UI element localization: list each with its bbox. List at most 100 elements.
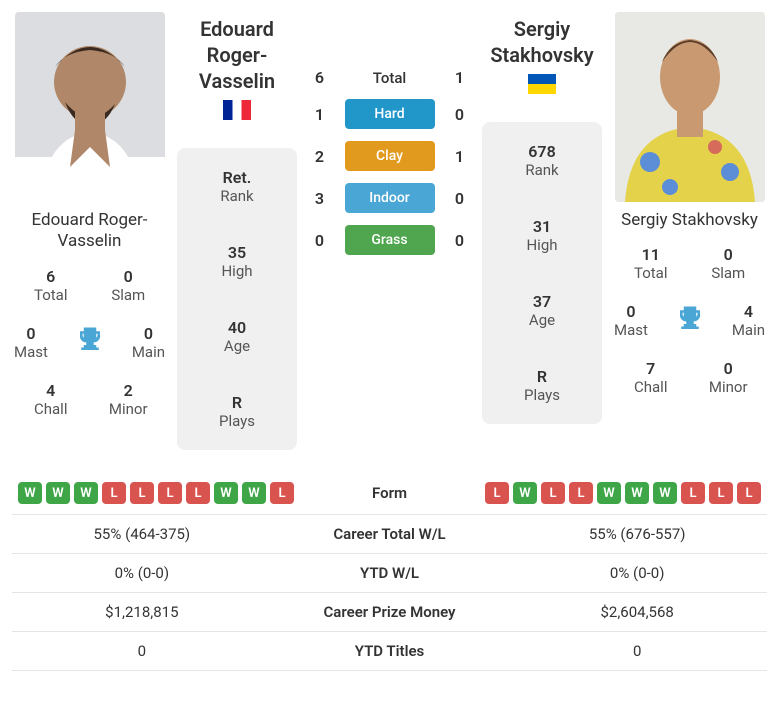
p2-career-wl: 55% (676-557) <box>513 525 761 543</box>
france-flag-icon <box>223 100 251 120</box>
p2-rank: 678Rank <box>482 142 602 179</box>
p1-card: Edouard Roger-Vasselin 6Total 0Slam 0Mas… <box>12 12 167 450</box>
p2-high: 31High <box>482 217 602 254</box>
row-ytd-titles: 0 YTD Titles 0 <box>12 632 767 671</box>
p1-ytd-titles: 0 <box>18 642 266 660</box>
p2-ytd-titles: 0 <box>513 642 761 660</box>
p1-slam: 0Slam <box>90 267 168 304</box>
p2-minor: 0Minor <box>690 359 768 396</box>
h2h-total-p2: 1 <box>447 68 472 87</box>
p1-age: 40Age <box>177 318 297 355</box>
h2h-grass-p1: 0 <box>307 231 332 250</box>
p1-ytd-wl: 0% (0-0) <box>18 564 266 582</box>
p2-card: Sergiy Stakhovsky 11Total 0Slam 0Mast 4M… <box>612 12 767 450</box>
p1-main: 0Main <box>132 324 165 361</box>
h2h-clay: 2 Clay 1 <box>307 141 472 171</box>
row-form: WWWLLLLWWL Form LWLLWWWLLL <box>12 472 767 515</box>
h2h-hard: 1 Hard 0 <box>307 99 472 129</box>
form-chip[interactable]: W <box>46 482 70 504</box>
h2h-clay-p2: 1 <box>447 147 472 166</box>
form-chip[interactable]: W <box>18 482 42 504</box>
h2h-indoor: 3 Indoor 0 <box>307 183 472 213</box>
row-career-wl: 55% (464-375) Career Total W/L 55% (676-… <box>12 515 767 554</box>
form-chip[interactable]: L <box>270 482 294 504</box>
form-chip[interactable]: L <box>130 482 154 504</box>
p1-minor: 2Minor <box>90 381 168 418</box>
p1-name-big[interactable]: Edouard Roger-Vasselin <box>177 16 297 94</box>
h2h-total-p1: 6 <box>307 68 332 87</box>
label-ytd-titles: YTD Titles <box>266 642 514 660</box>
p2-name[interactable]: Sergiy Stakhovsky <box>621 210 758 231</box>
p1-career-wl: 55% (464-375) <box>18 525 266 543</box>
h2h-clay-label[interactable]: Clay <box>345 141 435 171</box>
trophy-icon <box>675 304 705 338</box>
form-chip[interactable]: L <box>681 482 705 504</box>
label-prize: Career Prize Money <box>266 603 514 621</box>
p2-main: 4Main <box>732 302 765 339</box>
h2h-grass-p2: 0 <box>447 231 472 250</box>
p1-total: 6Total <box>12 267 90 304</box>
form-chip[interactable]: L <box>709 482 733 504</box>
form-chip[interactable]: W <box>513 482 537 504</box>
p1-plays: RPlays <box>177 393 297 430</box>
form-chip[interactable]: L <box>541 482 565 504</box>
p2-chall: 7Chall <box>612 359 690 396</box>
h2h-hard-label[interactable]: Hard <box>345 99 435 129</box>
p2-meta-card: 678Rank 31High 37Age RPlays <box>482 122 602 424</box>
form-chip[interactable]: W <box>74 482 98 504</box>
p2-meta: Sergiy Stakhovsky 678Rank 31High 37Age R… <box>482 12 602 450</box>
form-chip[interactable]: L <box>186 482 210 504</box>
h2h-grass: 0 Grass 0 <box>307 225 472 255</box>
p1-rank: Ret.Rank <box>177 168 297 205</box>
form-chip[interactable]: W <box>597 482 621 504</box>
bottom-table: WWWLLLLWWL Form LWLLWWWLLL 55% (464-375)… <box>12 472 767 671</box>
h2h-indoor-p1: 3 <box>307 189 332 208</box>
form-chip[interactable]: L <box>737 482 761 504</box>
p2-prize: $2,604,568 <box>513 603 761 621</box>
p1-meta-card: Ret.Rank 35High 40Age RPlays <box>177 148 297 450</box>
h2h-hard-p1: 1 <box>307 105 332 124</box>
h2h-hard-p2: 0 <box>447 105 472 124</box>
form-chip[interactable]: W <box>653 482 677 504</box>
label-form: Form <box>294 484 485 502</box>
p2-name-big[interactable]: Sergiy Stakhovsky <box>482 16 602 68</box>
p1-high: 35High <box>177 243 297 280</box>
p1-titles-row-2: 0Mast 0Main <box>12 324 167 361</box>
p2-slam: 0Slam <box>690 245 768 282</box>
row-prize: $1,218,815 Career Prize Money $2,604,568 <box>12 593 767 632</box>
top-section: Edouard Roger-Vasselin 6Total 0Slam 0Mas… <box>12 12 767 450</box>
form-chip[interactable]: W <box>242 482 266 504</box>
p1-name[interactable]: Edouard Roger-Vasselin <box>12 210 167 253</box>
form-chip[interactable]: L <box>158 482 182 504</box>
label-ytd-wl: YTD W/L <box>266 564 514 582</box>
h2h-total: 6 Total 1 <box>307 68 472 87</box>
form-chip[interactable]: L <box>102 482 126 504</box>
form-chip[interactable]: W <box>214 482 238 504</box>
p2-mast: 0Mast <box>614 302 648 339</box>
trophy-icon <box>75 325 105 359</box>
p2-age: 37Age <box>482 292 602 329</box>
ukraine-flag-icon <box>528 74 556 94</box>
form-chip[interactable]: L <box>569 482 593 504</box>
p2-form: LWLLWWWLLL <box>485 482 761 504</box>
p2-total: 11Total <box>612 245 690 282</box>
p1-prize: $1,218,815 <box>18 603 266 621</box>
form-chip[interactable]: L <box>485 482 509 504</box>
p2-plays: RPlays <box>482 367 602 404</box>
p1-form: WWWLLLLWWL <box>18 482 294 504</box>
h2h-center: 6 Total 1 1 Hard 0 2 Clay 1 3 Indoor 0 0… <box>307 12 472 450</box>
h2h-indoor-label[interactable]: Indoor <box>345 183 435 213</box>
h2h-total-label: Total <box>345 69 435 87</box>
h2h-clay-p1: 2 <box>307 147 332 166</box>
p1-chall: 4Chall <box>12 381 90 418</box>
form-chip[interactable]: W <box>625 482 649 504</box>
p2-ytd-wl: 0% (0-0) <box>513 564 761 582</box>
label-career-wl: Career Total W/L <box>266 525 514 543</box>
p1-photo[interactable] <box>15 12 165 202</box>
h2h-indoor-p2: 0 <box>447 189 472 208</box>
row-ytd-wl: 0% (0-0) YTD W/L 0% (0-0) <box>12 554 767 593</box>
p1-mast: 0Mast <box>14 324 48 361</box>
p2-photo[interactable] <box>615 12 765 202</box>
p2-titles-row-2: 0Mast 4Main <box>612 302 767 339</box>
h2h-grass-label[interactable]: Grass <box>345 225 435 255</box>
